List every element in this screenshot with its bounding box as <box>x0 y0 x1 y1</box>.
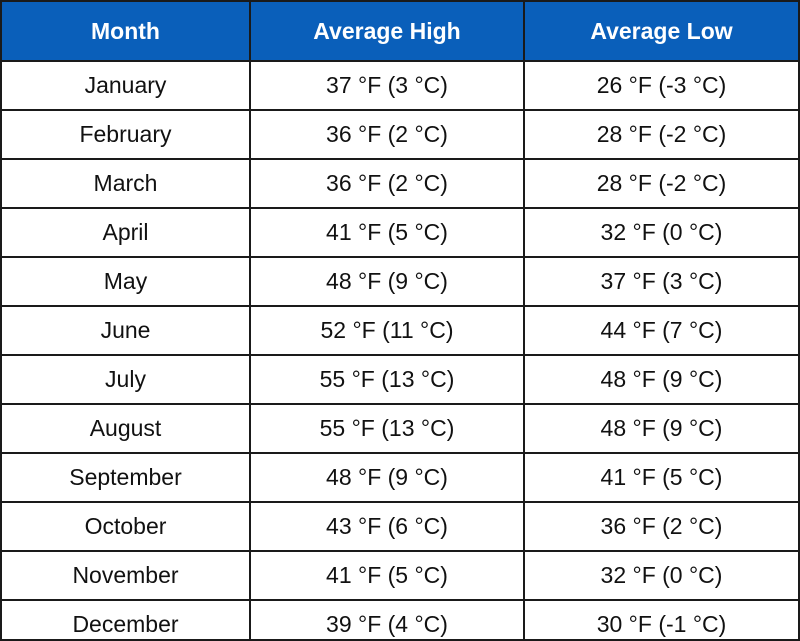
month-cell: October <box>2 501 251 552</box>
month-cell: December <box>2 599 251 639</box>
month-cell: August <box>2 403 251 454</box>
average-high-cell: 52 °F (11 °C) <box>249 305 525 356</box>
average-high-cell: 41 °F (5 °C) <box>249 550 525 601</box>
table-row: September 48 °F (9 °C) 41 °F (5 °C) <box>2 452 798 503</box>
average-low-cell: 32 °F (0 °C) <box>523 207 798 258</box>
month-cell: April <box>2 207 251 258</box>
average-low-cell: 44 °F (7 °C) <box>523 305 798 356</box>
average-high-cell: 55 °F (13 °C) <box>249 354 525 405</box>
column-header-month: Month <box>2 2 251 62</box>
table-body: January 37 °F (3 °C) 26 °F (-3 °C) February… <box>2 60 798 639</box>
average-low-cell: 36 °F (2 °C) <box>523 501 798 552</box>
column-header-average-high: Average High <box>249 2 525 62</box>
average-high-cell: 36 °F (2 °C) <box>249 158 525 209</box>
month-cell: July <box>2 354 251 405</box>
average-low-cell: 41 °F (5 °C) <box>523 452 798 503</box>
average-low-cell: 26 °F (-3 °C) <box>523 60 798 111</box>
average-low-cell: 32 °F (0 °C) <box>523 550 798 601</box>
month-cell: November <box>2 550 251 601</box>
average-low-cell: 30 °F (-1 °C) <box>523 599 798 639</box>
header-row: Month Average High Average Low <box>2 2 798 62</box>
table-row: August 55 °F (13 °C) 48 °F (9 °C) <box>2 403 798 454</box>
table-row: April 41 °F (5 °C) 32 °F (0 °C) <box>2 207 798 258</box>
average-low-cell: 48 °F (9 °C) <box>523 403 798 454</box>
average-high-cell: 41 °F (5 °C) <box>249 207 525 258</box>
average-high-cell: 37 °F (3 °C) <box>249 60 525 111</box>
table-row: December 39 °F (4 °C) 30 °F (-1 °C) <box>2 599 798 639</box>
average-low-cell: 28 °F (-2 °C) <box>523 109 798 160</box>
average-high-cell: 39 °F (4 °C) <box>249 599 525 639</box>
table-row: February 36 °F (2 °C) 28 °F (-2 °C) <box>2 109 798 160</box>
average-low-cell: 48 °F (9 °C) <box>523 354 798 405</box>
average-high-cell: 48 °F (9 °C) <box>249 256 525 307</box>
average-high-cell: 43 °F (6 °C) <box>249 501 525 552</box>
average-high-cell: 36 °F (2 °C) <box>249 109 525 160</box>
table-row: May 48 °F (9 °C) 37 °F (3 °C) <box>2 256 798 307</box>
average-low-cell: 28 °F (-2 °C) <box>523 158 798 209</box>
month-cell: March <box>2 158 251 209</box>
table-row: November 41 °F (5 °C) 32 °F (0 °C) <box>2 550 798 601</box>
month-cell: January <box>2 60 251 111</box>
table-row: October 43 °F (6 °C) 36 °F (2 °C) <box>2 501 798 552</box>
table-row: January 37 °F (3 °C) 26 °F (-3 °C) <box>2 60 798 111</box>
table-row: March 36 °F (2 °C) 28 °F (-2 °C) <box>2 158 798 209</box>
month-cell: February <box>2 109 251 160</box>
month-cell: September <box>2 452 251 503</box>
month-cell: June <box>2 305 251 356</box>
month-cell: May <box>2 256 251 307</box>
average-low-cell: 37 °F (3 °C) <box>523 256 798 307</box>
table-row: July 55 °F (13 °C) 48 °F (9 °C) <box>2 354 798 405</box>
average-high-cell: 55 °F (13 °C) <box>249 403 525 454</box>
average-high-cell: 48 °F (9 °C) <box>249 452 525 503</box>
table-row: June 52 °F (11 °C) 44 °F (7 °C) <box>2 305 798 356</box>
column-header-average-low: Average Low <box>523 2 798 62</box>
